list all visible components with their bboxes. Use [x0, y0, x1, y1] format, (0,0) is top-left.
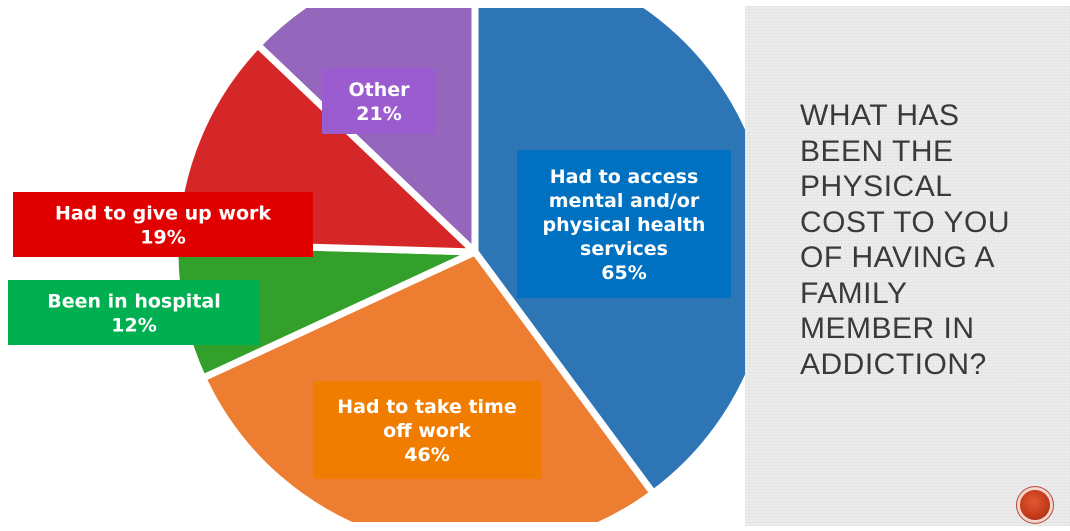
pie-label-line: Other — [348, 79, 410, 101]
pie-label-line: Been in hospital — [47, 291, 220, 313]
pie-label-line: mental and/or — [549, 190, 700, 212]
pie-label-line: services — [580, 238, 668, 260]
pie-label-line: Had to give up work — [55, 203, 271, 225]
pie-label-box — [8, 280, 260, 345]
slide-nav-button[interactable] — [1020, 490, 1050, 520]
pie-label-box — [322, 68, 436, 134]
pie-label-line: Had to take time — [337, 396, 517, 418]
pie-label-line: 19% — [140, 227, 185, 249]
pie-label-line: 46% — [404, 444, 449, 466]
pie-label-line: Had to access — [550, 166, 699, 188]
slide-title: WHAT HAS BEEN THE PHYSICAL COST TO YOU O… — [800, 99, 1011, 381]
pie-label-box — [517, 150, 731, 298]
pie-label-box — [313, 381, 541, 479]
pie-label-line: 65% — [601, 262, 646, 284]
side-panel — [745, 6, 1070, 526]
pie-label-line: 12% — [111, 315, 156, 337]
pie-label-line: physical health — [543, 214, 706, 236]
pie-label-line: off work — [383, 420, 471, 442]
pie-label-box — [13, 192, 313, 257]
pie-label-line: 21% — [356, 103, 401, 125]
